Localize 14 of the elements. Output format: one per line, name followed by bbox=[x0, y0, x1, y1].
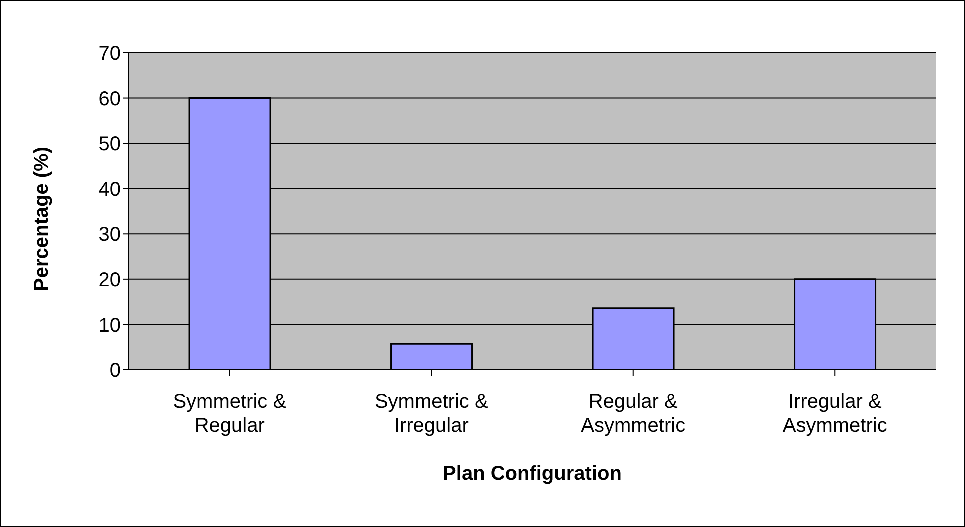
y-tick-label: 40 bbox=[98, 178, 121, 201]
y-tick-label: 30 bbox=[98, 224, 121, 246]
x-tick-label: Symmetric & Regular bbox=[173, 391, 288, 437]
y-tick-label: 10 bbox=[98, 314, 121, 337]
y-axis-title: Percentage (%) bbox=[31, 147, 54, 292]
x-tick-label: Irregular & Asymmetric bbox=[782, 391, 888, 437]
y-tick-label: 70 bbox=[98, 43, 121, 66]
x-tick-label: Regular & Asymmetric bbox=[581, 391, 686, 437]
x-tick-label: Symmetric & Irregular bbox=[374, 391, 489, 437]
y-tick-label: 50 bbox=[98, 134, 121, 156]
y-tick-label: 20 bbox=[98, 270, 121, 292]
y-tick-label: 60 bbox=[98, 88, 121, 110]
y-tick-label: 0 bbox=[110, 360, 121, 382]
x-axis-title: Plan Configuration bbox=[443, 463, 622, 485]
